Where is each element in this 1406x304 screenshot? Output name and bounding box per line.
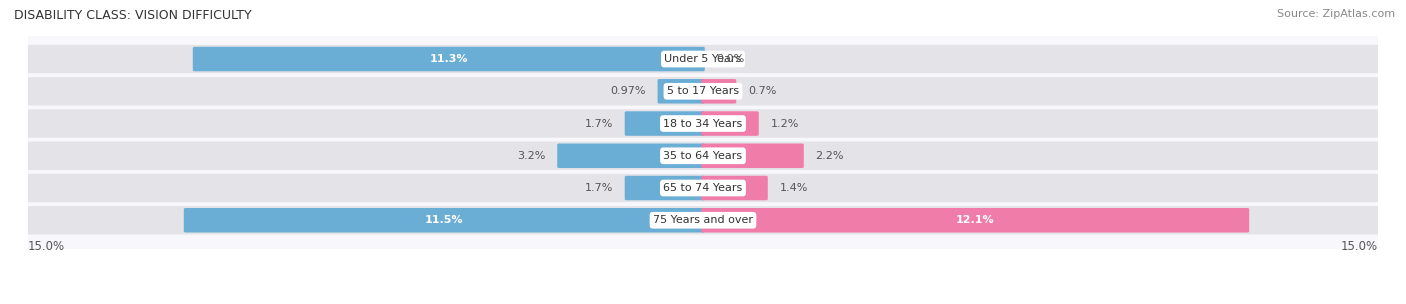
Text: 35 to 64 Years: 35 to 64 Years: [664, 151, 742, 161]
Text: 1.4%: 1.4%: [779, 183, 808, 193]
FancyBboxPatch shape: [193, 47, 704, 71]
Text: 5 to 17 Years: 5 to 17 Years: [666, 86, 740, 96]
Text: 2.2%: 2.2%: [815, 151, 844, 161]
FancyBboxPatch shape: [702, 176, 768, 200]
FancyBboxPatch shape: [702, 143, 804, 168]
Text: 12.1%: 12.1%: [956, 215, 994, 225]
Text: 15.0%: 15.0%: [28, 240, 65, 253]
Text: DISABILITY CLASS: VISION DIFFICULTY: DISABILITY CLASS: VISION DIFFICULTY: [14, 9, 252, 22]
Text: Source: ZipAtlas.com: Source: ZipAtlas.com: [1277, 9, 1395, 19]
Text: 1.7%: 1.7%: [585, 119, 613, 129]
Legend: Male, Female: Male, Female: [637, 300, 769, 304]
Text: 1.7%: 1.7%: [585, 183, 613, 193]
Text: 11.3%: 11.3%: [430, 54, 468, 64]
Text: 65 to 74 Years: 65 to 74 Years: [664, 183, 742, 193]
FancyBboxPatch shape: [21, 174, 1385, 202]
FancyBboxPatch shape: [702, 111, 759, 136]
FancyBboxPatch shape: [624, 176, 704, 200]
Text: 1.2%: 1.2%: [770, 119, 799, 129]
FancyBboxPatch shape: [658, 79, 704, 104]
Text: Under 5 Years: Under 5 Years: [665, 54, 741, 64]
Text: 15.0%: 15.0%: [1341, 240, 1378, 253]
Text: 75 Years and over: 75 Years and over: [652, 215, 754, 225]
FancyBboxPatch shape: [702, 79, 737, 104]
Text: 11.5%: 11.5%: [425, 215, 464, 225]
Text: 18 to 34 Years: 18 to 34 Years: [664, 119, 742, 129]
FancyBboxPatch shape: [21, 109, 1385, 138]
FancyBboxPatch shape: [21, 142, 1385, 170]
Text: 0.97%: 0.97%: [610, 86, 645, 96]
Text: 3.2%: 3.2%: [517, 151, 546, 161]
FancyBboxPatch shape: [184, 208, 704, 233]
Text: 0.7%: 0.7%: [748, 86, 776, 96]
Text: 0.0%: 0.0%: [717, 54, 745, 64]
FancyBboxPatch shape: [21, 206, 1385, 234]
FancyBboxPatch shape: [21, 45, 1385, 73]
FancyBboxPatch shape: [557, 143, 704, 168]
FancyBboxPatch shape: [702, 208, 1249, 233]
FancyBboxPatch shape: [624, 111, 704, 136]
FancyBboxPatch shape: [21, 77, 1385, 105]
